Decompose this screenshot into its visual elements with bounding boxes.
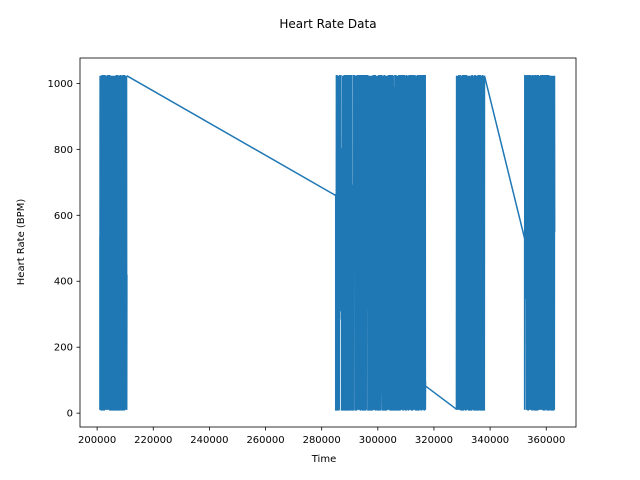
x-tick-label: 280000 <box>303 435 341 446</box>
y-tick-label: 400 <box>54 277 73 288</box>
x-tick-label: 320000 <box>415 435 453 446</box>
x-axis-label: Time <box>311 454 336 465</box>
x-tick-label: 240000 <box>190 435 228 446</box>
x-tick-label: 360000 <box>527 435 565 446</box>
y-tick-label: 0 <box>67 409 73 420</box>
axes-frame <box>79 57 577 428</box>
x-tick-label: 260000 <box>246 435 284 446</box>
plot-lines <box>99 75 556 411</box>
x-tick-label: 340000 <box>471 435 509 446</box>
x-tick-label: 200000 <box>78 435 116 446</box>
chart-title: Heart Rate Data <box>279 17 376 31</box>
x-tick-label: 300000 <box>359 435 397 446</box>
y-tick-label: 200 <box>54 343 73 354</box>
y-axis-label: Heart Rate (BPM) <box>16 199 27 286</box>
series-line-connector-3 <box>483 75 526 239</box>
x-tick-label: 220000 <box>134 435 172 446</box>
series-line-connector-1 <box>126 75 337 197</box>
y-tick-label: 1000 <box>48 79 73 90</box>
series-line-block-2 <box>334 75 427 411</box>
y-axis-ticks: 0 200 400 600 800 1000 <box>48 79 80 420</box>
series-line-block-4 <box>523 75 556 411</box>
y-tick-label: 600 <box>54 211 73 222</box>
series-line-block-1 <box>99 75 128 411</box>
x-axis-ticks: 200000 220000 240000 260000 280000 300000 3200… <box>78 427 565 446</box>
series-line-block-3 <box>455 75 486 411</box>
y-tick-label: 800 <box>54 145 73 156</box>
